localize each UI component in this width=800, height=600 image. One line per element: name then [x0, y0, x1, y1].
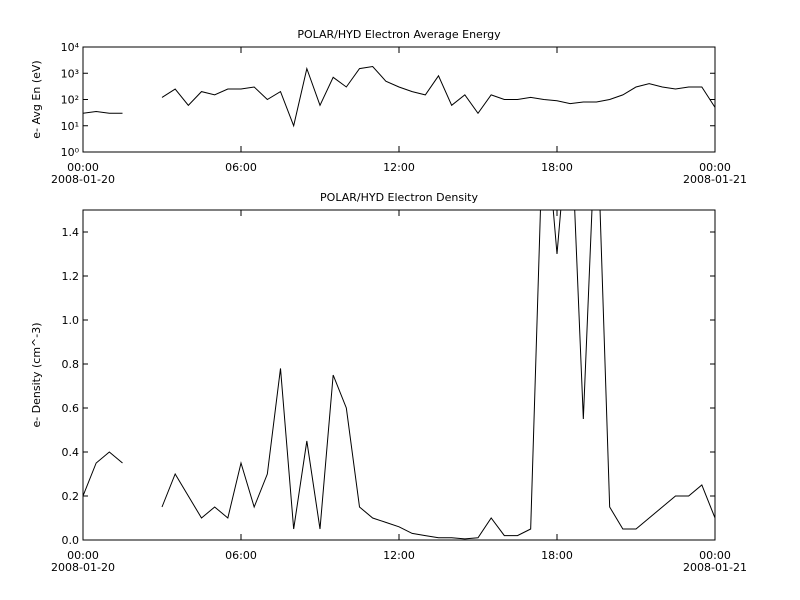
y-tick-label: 0.2 — [62, 490, 80, 503]
y-tick-label: 10² — [61, 94, 79, 107]
y-tick-label: 10¹ — [61, 120, 79, 133]
y-tick-label: 10⁰ — [61, 146, 80, 159]
y-tick-label: 0.6 — [62, 402, 80, 415]
x-tick-label: 00:00 — [67, 549, 99, 562]
x-tick-label: 06:00 — [225, 549, 257, 562]
y-tick-label: 1.0 — [62, 314, 80, 327]
y-tick-label: 0.0 — [62, 534, 80, 547]
x-tick-label: 00:00 — [699, 549, 731, 562]
plot-frame — [82, 46, 716, 153]
x-tick-label: 12:00 — [383, 549, 415, 562]
x-date-label: 2008-01-21 — [683, 173, 747, 186]
x-tick-label: 00:00 — [699, 161, 731, 174]
x-tick-label: 18:00 — [541, 161, 573, 174]
y-tick-label: 1.2 — [62, 270, 80, 283]
x-tick-label: 06:00 — [225, 161, 257, 174]
x-date-label: 2008-01-20 — [51, 561, 115, 574]
y-tick-label: 10⁴ — [61, 41, 80, 54]
data-line — [83, 210, 715, 540]
x-tick-label: 00:00 — [67, 161, 99, 174]
chart-title: POLAR/HYD Electron Density — [320, 191, 478, 204]
y-tick-label: 1.4 — [62, 226, 80, 239]
x-date-label: 2008-01-20 — [51, 173, 115, 186]
x-date-label: 2008-01-21 — [683, 561, 747, 574]
y-axis-label: e- Density (cm^-3) — [30, 322, 43, 427]
data-line — [83, 66, 715, 128]
chart-title: POLAR/HYD Electron Average Energy — [297, 28, 501, 41]
plot-frame — [82, 209, 716, 541]
y-tick-label: 0.4 — [62, 446, 80, 459]
y-tick-label: 0.8 — [62, 358, 80, 371]
x-tick-label: 18:00 — [541, 549, 573, 562]
x-tick-label: 12:00 — [383, 161, 415, 174]
y-tick-label: 10³ — [61, 67, 79, 80]
y-axis-label: e- Avg En (eV) — [30, 60, 43, 138]
